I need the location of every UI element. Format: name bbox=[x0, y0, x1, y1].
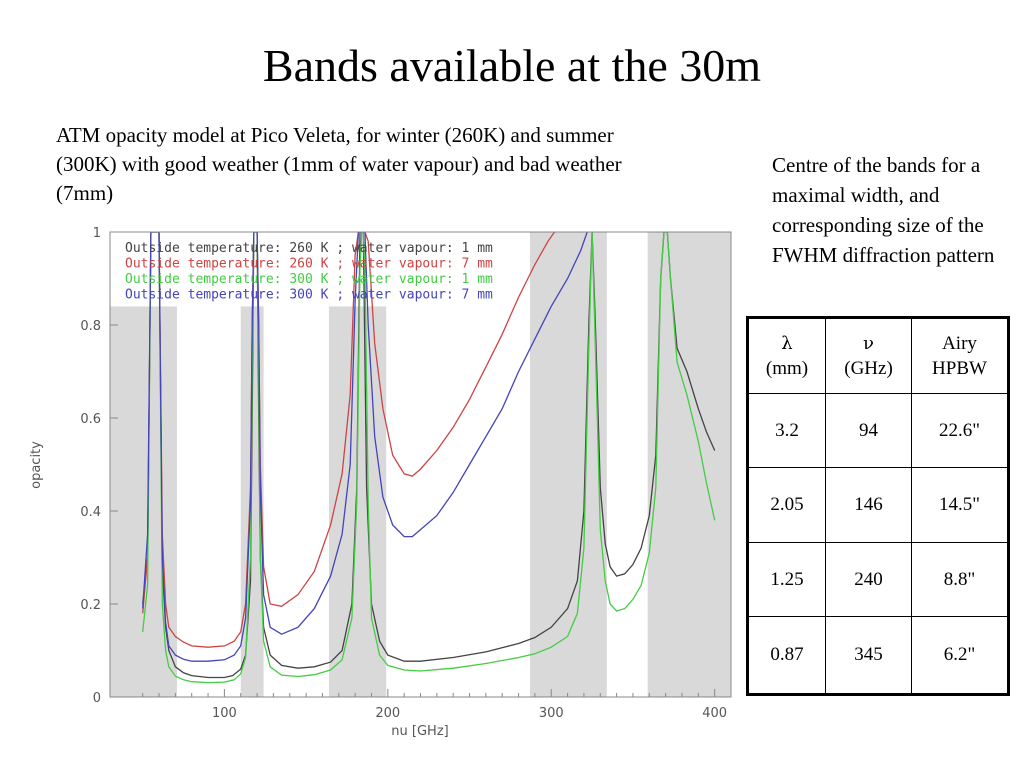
header-wavelength: λ (mm) bbox=[746, 317, 827, 394]
y-tick-label: 0.2 bbox=[80, 598, 101, 613]
legend-entry: Outside temperature: 260 K ; water vapou… bbox=[125, 241, 493, 256]
header-unit: HPBW bbox=[932, 358, 987, 379]
table-description: Centre of the bands for a maximal width,… bbox=[772, 153, 995, 267]
table-row: 3.2 94 22.6" bbox=[746, 392, 1009, 469]
header-symbol: ν bbox=[863, 333, 874, 354]
y-axis-label: opacity bbox=[29, 441, 44, 489]
cell-wavelength: 0.87 bbox=[746, 616, 827, 695]
header-symbol: λ bbox=[781, 333, 793, 354]
shaded-bands bbox=[110, 232, 731, 697]
cell-frequency: 94 bbox=[825, 392, 912, 469]
table-row: 1.25 240 8.8" bbox=[746, 541, 1009, 618]
legend-entry: Outside temperature: 300 K ; water vapou… bbox=[125, 272, 493, 287]
header-hpbw: Airy HPBW bbox=[911, 317, 1009, 394]
table-row: 2.05 146 14.5" bbox=[746, 467, 1009, 543]
cell-hpbw: 22.6" bbox=[911, 392, 1009, 469]
header-unit: (GHz) bbox=[844, 358, 893, 379]
cell-hpbw: 14.5" bbox=[911, 467, 1009, 543]
x-axis-label: nu [GHz] bbox=[391, 724, 448, 739]
table-row: 0.87 345 6.2" bbox=[746, 616, 1009, 695]
header-symbol: Airy bbox=[942, 333, 977, 354]
shaded-band bbox=[328, 306, 387, 697]
y-tick-label: 0.8 bbox=[80, 319, 101, 334]
series-lines bbox=[142, 232, 716, 684]
header-unit: (mm) bbox=[765, 358, 809, 379]
legend-entry: Outside temperature: 300 K ; water vapou… bbox=[125, 288, 493, 303]
cell-wavelength: 1.25 bbox=[746, 541, 827, 618]
cell-frequency: 146 bbox=[825, 467, 912, 543]
axis-ticks: 100 200 300 400 0 0.2 0.4 0.6 0.8 1 bbox=[80, 226, 727, 721]
cell-hpbw: 8.8" bbox=[911, 541, 1009, 618]
x-tick-label: 300 bbox=[539, 706, 564, 721]
cell-wavelength: 2.05 bbox=[746, 467, 827, 543]
shaded-band bbox=[529, 232, 607, 697]
x-tick-label: 200 bbox=[375, 706, 400, 721]
y-tick-label: 1 bbox=[93, 226, 101, 241]
x-tick-label: 100 bbox=[212, 706, 237, 721]
chart-caption: ATM opacity model at Pico Veleta, for wi… bbox=[56, 123, 622, 205]
table-header-row: λ (mm) ν (GHz) Airy HPBW bbox=[746, 317, 1009, 394]
y-tick-label: 0.6 bbox=[80, 412, 101, 427]
series-line bbox=[142, 232, 588, 662]
x-tick-label: 400 bbox=[702, 706, 727, 721]
y-tick-label: 0.4 bbox=[80, 505, 101, 520]
shaded-band bbox=[647, 232, 731, 697]
header-frequency: ν (GHz) bbox=[825, 317, 912, 394]
cell-frequency: 240 bbox=[825, 541, 912, 618]
bands-table: λ (mm) ν (GHz) Airy HPBW 3.2 94 22.6" 2.05 … bbox=[746, 316, 1010, 696]
series-line bbox=[142, 232, 556, 648]
slide-title: Bands available at the 30m bbox=[262, 40, 762, 91]
series-line bbox=[142, 232, 716, 684]
cell-hpbw: 6.2" bbox=[911, 616, 1009, 695]
legend-entry: Outside temperature: 260 K ; water vapou… bbox=[125, 257, 493, 272]
cell-frequency: 345 bbox=[825, 616, 912, 695]
legend: Outside temperature: 260 K ; water vapou… bbox=[125, 241, 493, 303]
y-tick-label: 0 bbox=[93, 691, 101, 706]
cell-wavelength: 3.2 bbox=[746, 392, 827, 469]
